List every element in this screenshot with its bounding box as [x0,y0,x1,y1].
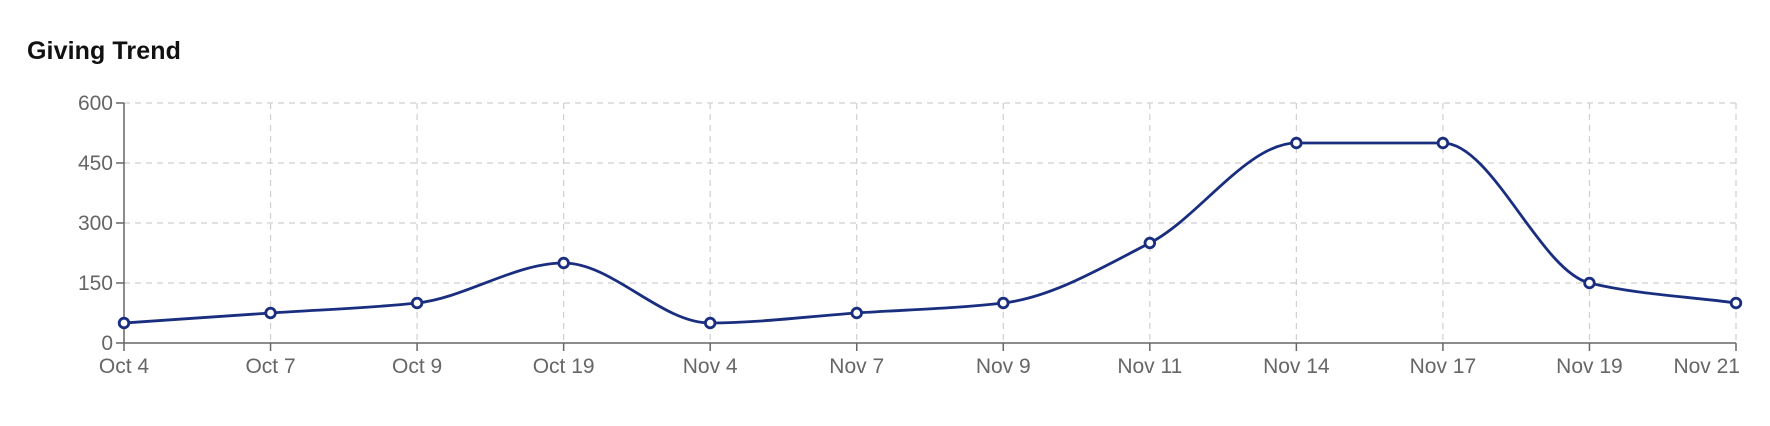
x-tick-label: Nov 9 [976,355,1031,378]
x-tick-label: Oct 19 [533,355,595,378]
x-tick-label: Nov 17 [1410,355,1477,378]
y-tick-label: 0 [101,332,113,355]
x-tick-label: Nov 4 [683,355,738,378]
data-point-nov-9[interactable] [997,296,1010,310]
x-tick-label: Nov 21 [1673,355,1740,378]
y-tick-label: 450 [78,152,113,175]
data-points [117,136,1743,330]
axes: 0 150 300 450 600 Oct 4 Oct 7 Oct 9 Oct 19 Nov 4 N… [78,92,1740,378]
x-tick-label: Oct 7 [245,355,295,378]
series-line [123,141,1737,325]
data-point-nov-4[interactable] [703,316,717,330]
grid [124,102,1737,343]
y-tick-label: 150 [78,272,113,295]
chart-title: Giving Trend [27,37,181,65]
x-tick-label: Oct 9 [392,355,442,378]
data-point-nov-21[interactable] [1729,296,1743,310]
x-tick-label: Nov 7 [829,355,884,378]
series-layer [123,141,1737,325]
x-tick-label: Nov 19 [1556,355,1623,378]
y-tick-label: 600 [78,92,113,115]
data-point-nov-7[interactable] [850,306,863,320]
data-point-oct-4[interactable] [117,316,131,330]
x-tick-label: Oct 4 [99,355,150,378]
data-point-oct-9[interactable] [410,296,424,310]
data-point-nov-11[interactable] [1143,236,1157,250]
y-tick-label: 300 [78,212,113,235]
data-point-oct-7[interactable] [264,306,277,320]
data-point-nov-19[interactable] [1583,276,1596,290]
x-tick-label: Nov 11 [1117,355,1182,378]
x-tick-label: Nov 14 [1263,355,1330,378]
data-point-nov-17[interactable] [1436,136,1450,150]
data-point-oct-19[interactable] [557,256,570,270]
data-point-nov-14[interactable] [1290,136,1303,150]
